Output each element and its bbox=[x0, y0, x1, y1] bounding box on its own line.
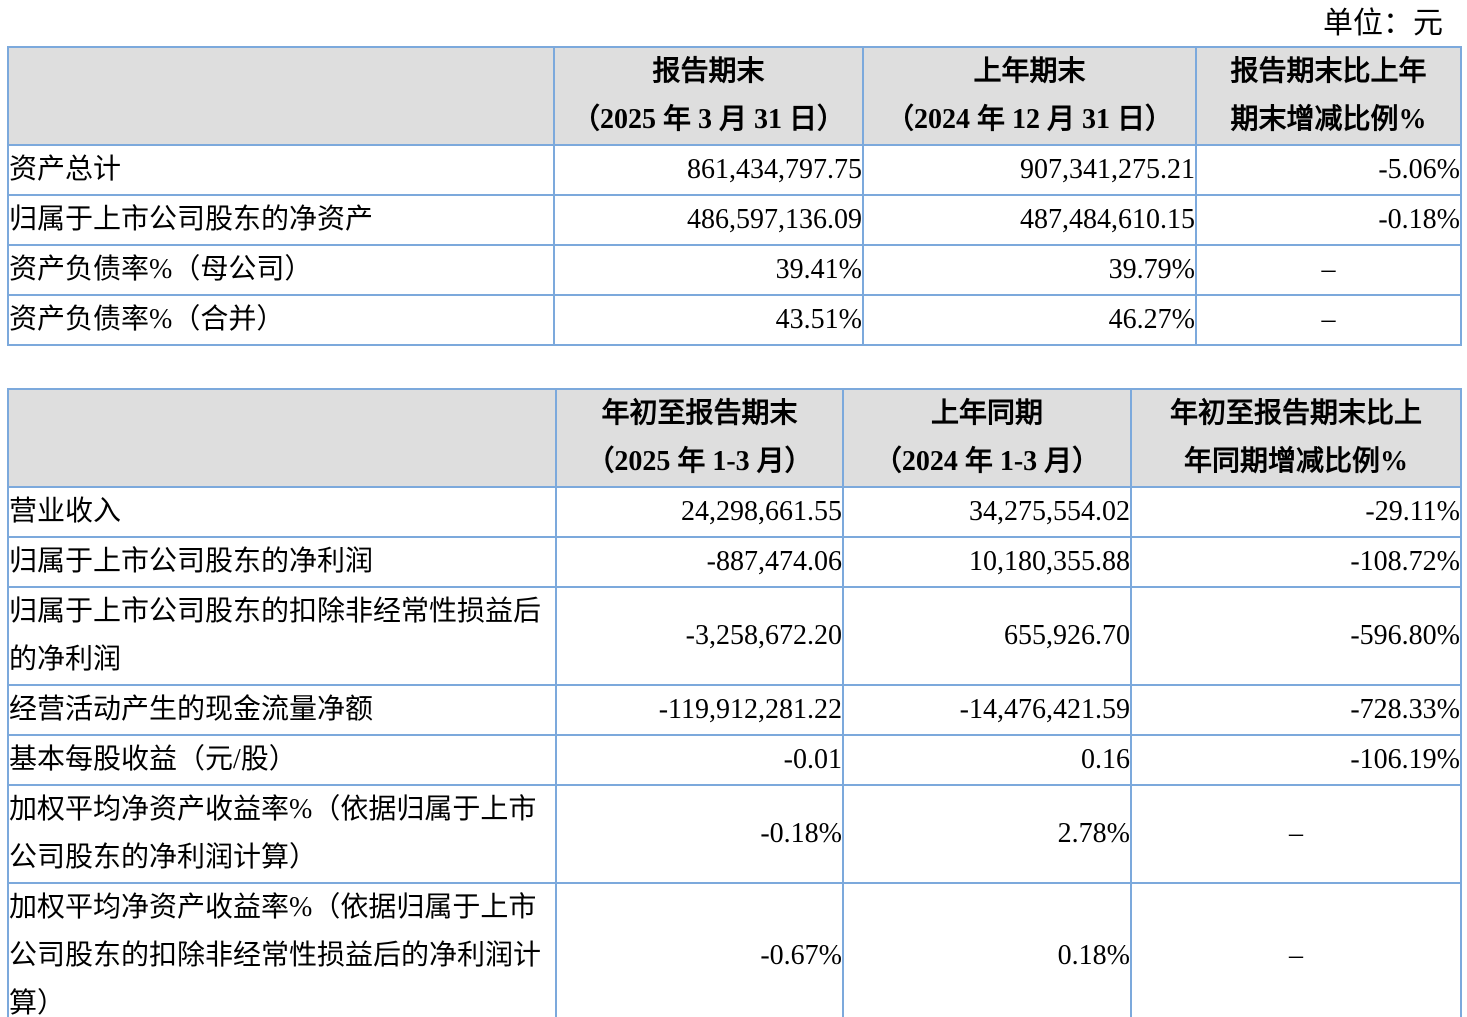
header-change-ratio-line1: 报告期末比上年 bbox=[1230, 56, 1427, 87]
value-change: -106.19% bbox=[1130, 734, 1462, 786]
value-prior-period: 2.78% bbox=[842, 784, 1132, 884]
value-change-dash: – bbox=[1130, 784, 1462, 884]
header-prior-period-date: （2024 年 1-3 月） bbox=[873, 446, 1101, 477]
header-change-ratio-line1: 年初至报告期末比上 bbox=[1169, 398, 1422, 429]
table-row: 基本每股收益（元/股） -0.01 0.16 -106.19% bbox=[7, 734, 1462, 786]
table-row: 归属于上市公司股东的净利润 -887,474.06 10,180,355.88 … bbox=[7, 536, 1462, 588]
value-change: -728.33% bbox=[1130, 684, 1462, 736]
value-current-period: -887,474.06 bbox=[555, 536, 844, 588]
value-current-period: 861,434,797.75 bbox=[553, 144, 864, 196]
header-current-period: 年初至报告期末 （2025 年 1-3 月） bbox=[555, 388, 844, 488]
value-prior-period: 34,275,554.02 bbox=[842, 486, 1132, 538]
table-row: 资产负债率%（合并） 43.51% 46.27% – bbox=[7, 294, 1462, 346]
header-change-ratio-line2: 期末增减比例% bbox=[1230, 104, 1427, 135]
header-prior-period-title: 上年同期 bbox=[930, 398, 1043, 429]
header-current-period: 报告期末 （2025 年 3 月 31 日） bbox=[553, 46, 864, 146]
table-row: 资产负债率%（母公司） 39.41% 39.79% – bbox=[7, 244, 1462, 296]
row-label: 资产负债率%（合并） bbox=[7, 294, 555, 346]
value-change-dash: – bbox=[1195, 294, 1462, 346]
value-prior-period: 46.27% bbox=[862, 294, 1197, 346]
value-prior-period: -14,476,421.59 bbox=[842, 684, 1132, 736]
header-prior-period: 上年同期 （2024 年 1-3 月） bbox=[842, 388, 1132, 488]
header-current-period-title: 年初至报告期末 bbox=[601, 398, 798, 429]
table-row: 营业收入 24,298,661.55 34,275,554.02 -29.11% bbox=[7, 486, 1462, 538]
row-label: 归属于上市公司股东的净资产 bbox=[7, 194, 555, 246]
row-label: 归属于上市公司股东的扣除非经常性损益后的净利润 bbox=[7, 586, 557, 686]
value-current-period: -119,912,281.22 bbox=[555, 684, 844, 736]
table-row: 归属于上市公司股东的净资产 486,597,136.09 487,484,610… bbox=[7, 194, 1462, 246]
value-prior-period: 0.16 bbox=[842, 734, 1132, 786]
row-label: 加权平均净资产收益率%（依据归属于上市公司股东的扣除非经常性损益后的净利润计算） bbox=[7, 882, 557, 1017]
header-prior-period-date: （2024 年 12 月 31 日） bbox=[885, 104, 1173, 135]
empty-header-cell bbox=[7, 46, 555, 146]
table-row: 加权平均净资产收益率%（依据归属于上市公司股东的扣除非经常性损益后的净利润计算）… bbox=[7, 882, 1462, 1017]
row-label: 基本每股收益（元/股） bbox=[7, 734, 557, 786]
value-prior-period: 39.79% bbox=[862, 244, 1197, 296]
value-current-period: -3,258,672.20 bbox=[555, 586, 844, 686]
row-label: 资产总计 bbox=[7, 144, 555, 196]
value-current-period: 24,298,661.55 bbox=[555, 486, 844, 538]
header-prior-period-title: 上年期末 bbox=[973, 56, 1086, 87]
table-row: 经营活动产生的现金流量净额 -119,912,281.22 -14,476,42… bbox=[7, 684, 1462, 736]
header-current-period-title: 报告期末 bbox=[652, 56, 765, 87]
value-current-period: -0.67% bbox=[555, 882, 844, 1017]
empty-header-cell bbox=[7, 388, 557, 488]
value-prior-period: 10,180,355.88 bbox=[842, 536, 1132, 588]
value-change-dash: – bbox=[1130, 882, 1462, 1017]
row-label: 归属于上市公司股东的净利润 bbox=[7, 536, 557, 588]
value-current-period: 39.41% bbox=[553, 244, 864, 296]
balance-sheet-summary-table: 报告期末 （2025 年 3 月 31 日） 上年期末 （2024 年 12 月… bbox=[7, 46, 1462, 346]
value-current-period: 486,597,136.09 bbox=[553, 194, 864, 246]
value-change-dash: – bbox=[1195, 244, 1462, 296]
value-prior-period: 487,484,610.15 bbox=[862, 194, 1197, 246]
value-change: -108.72% bbox=[1130, 536, 1462, 588]
unit-label: 单位：元 bbox=[1323, 7, 1443, 40]
value-current-period: 43.51% bbox=[553, 294, 864, 346]
row-label: 经营活动产生的现金流量净额 bbox=[7, 684, 557, 736]
value-change: -5.06% bbox=[1195, 144, 1462, 196]
value-change: -29.11% bbox=[1130, 486, 1462, 538]
row-label: 加权平均净资产收益率%（依据归属于上市公司股东的净利润计算） bbox=[7, 784, 557, 884]
header-change-ratio: 年初至报告期末比上 年同期增减比例% bbox=[1130, 388, 1462, 488]
value-prior-period: 907,341,275.21 bbox=[862, 144, 1197, 196]
row-label: 营业收入 bbox=[7, 486, 557, 538]
table-header-row: 年初至报告期末 （2025 年 1-3 月） 上年同期 （2024 年 1-3 … bbox=[7, 388, 1462, 488]
row-label: 资产负债率%（母公司） bbox=[7, 244, 555, 296]
header-change-ratio-line2: 年同期增减比例% bbox=[1183, 446, 1408, 477]
value-current-period: -0.18% bbox=[555, 784, 844, 884]
table-header-row: 报告期末 （2025 年 3 月 31 日） 上年期末 （2024 年 12 月… bbox=[7, 46, 1462, 146]
table-row: 资产总计 861,434,797.75 907,341,275.21 -5.06… bbox=[7, 144, 1462, 196]
header-change-ratio: 报告期末比上年 期末增减比例% bbox=[1195, 46, 1462, 146]
header-current-period-date: （2025 年 1-3 月） bbox=[586, 446, 813, 477]
table-row: 归属于上市公司股东的扣除非经常性损益后的净利润 -3,258,672.20 65… bbox=[7, 586, 1462, 686]
header-current-period-date: （2025 年 3 月 31 日） bbox=[571, 104, 845, 135]
value-prior-period: 0.18% bbox=[842, 882, 1132, 1017]
value-prior-period: 655,926.70 bbox=[842, 586, 1132, 686]
value-change: -0.18% bbox=[1195, 194, 1462, 246]
value-current-period: -0.01 bbox=[555, 734, 844, 786]
value-change: -596.80% bbox=[1130, 586, 1462, 686]
header-prior-period: 上年期末 （2024 年 12 月 31 日） bbox=[862, 46, 1197, 146]
table-row: 加权平均净资产收益率%（依据归属于上市公司股东的净利润计算） -0.18% 2.… bbox=[7, 784, 1462, 884]
table-gap bbox=[0, 346, 1467, 388]
income-statement-summary-table: 年初至报告期末 （2025 年 1-3 月） 上年同期 （2024 年 1-3 … bbox=[7, 388, 1462, 1017]
